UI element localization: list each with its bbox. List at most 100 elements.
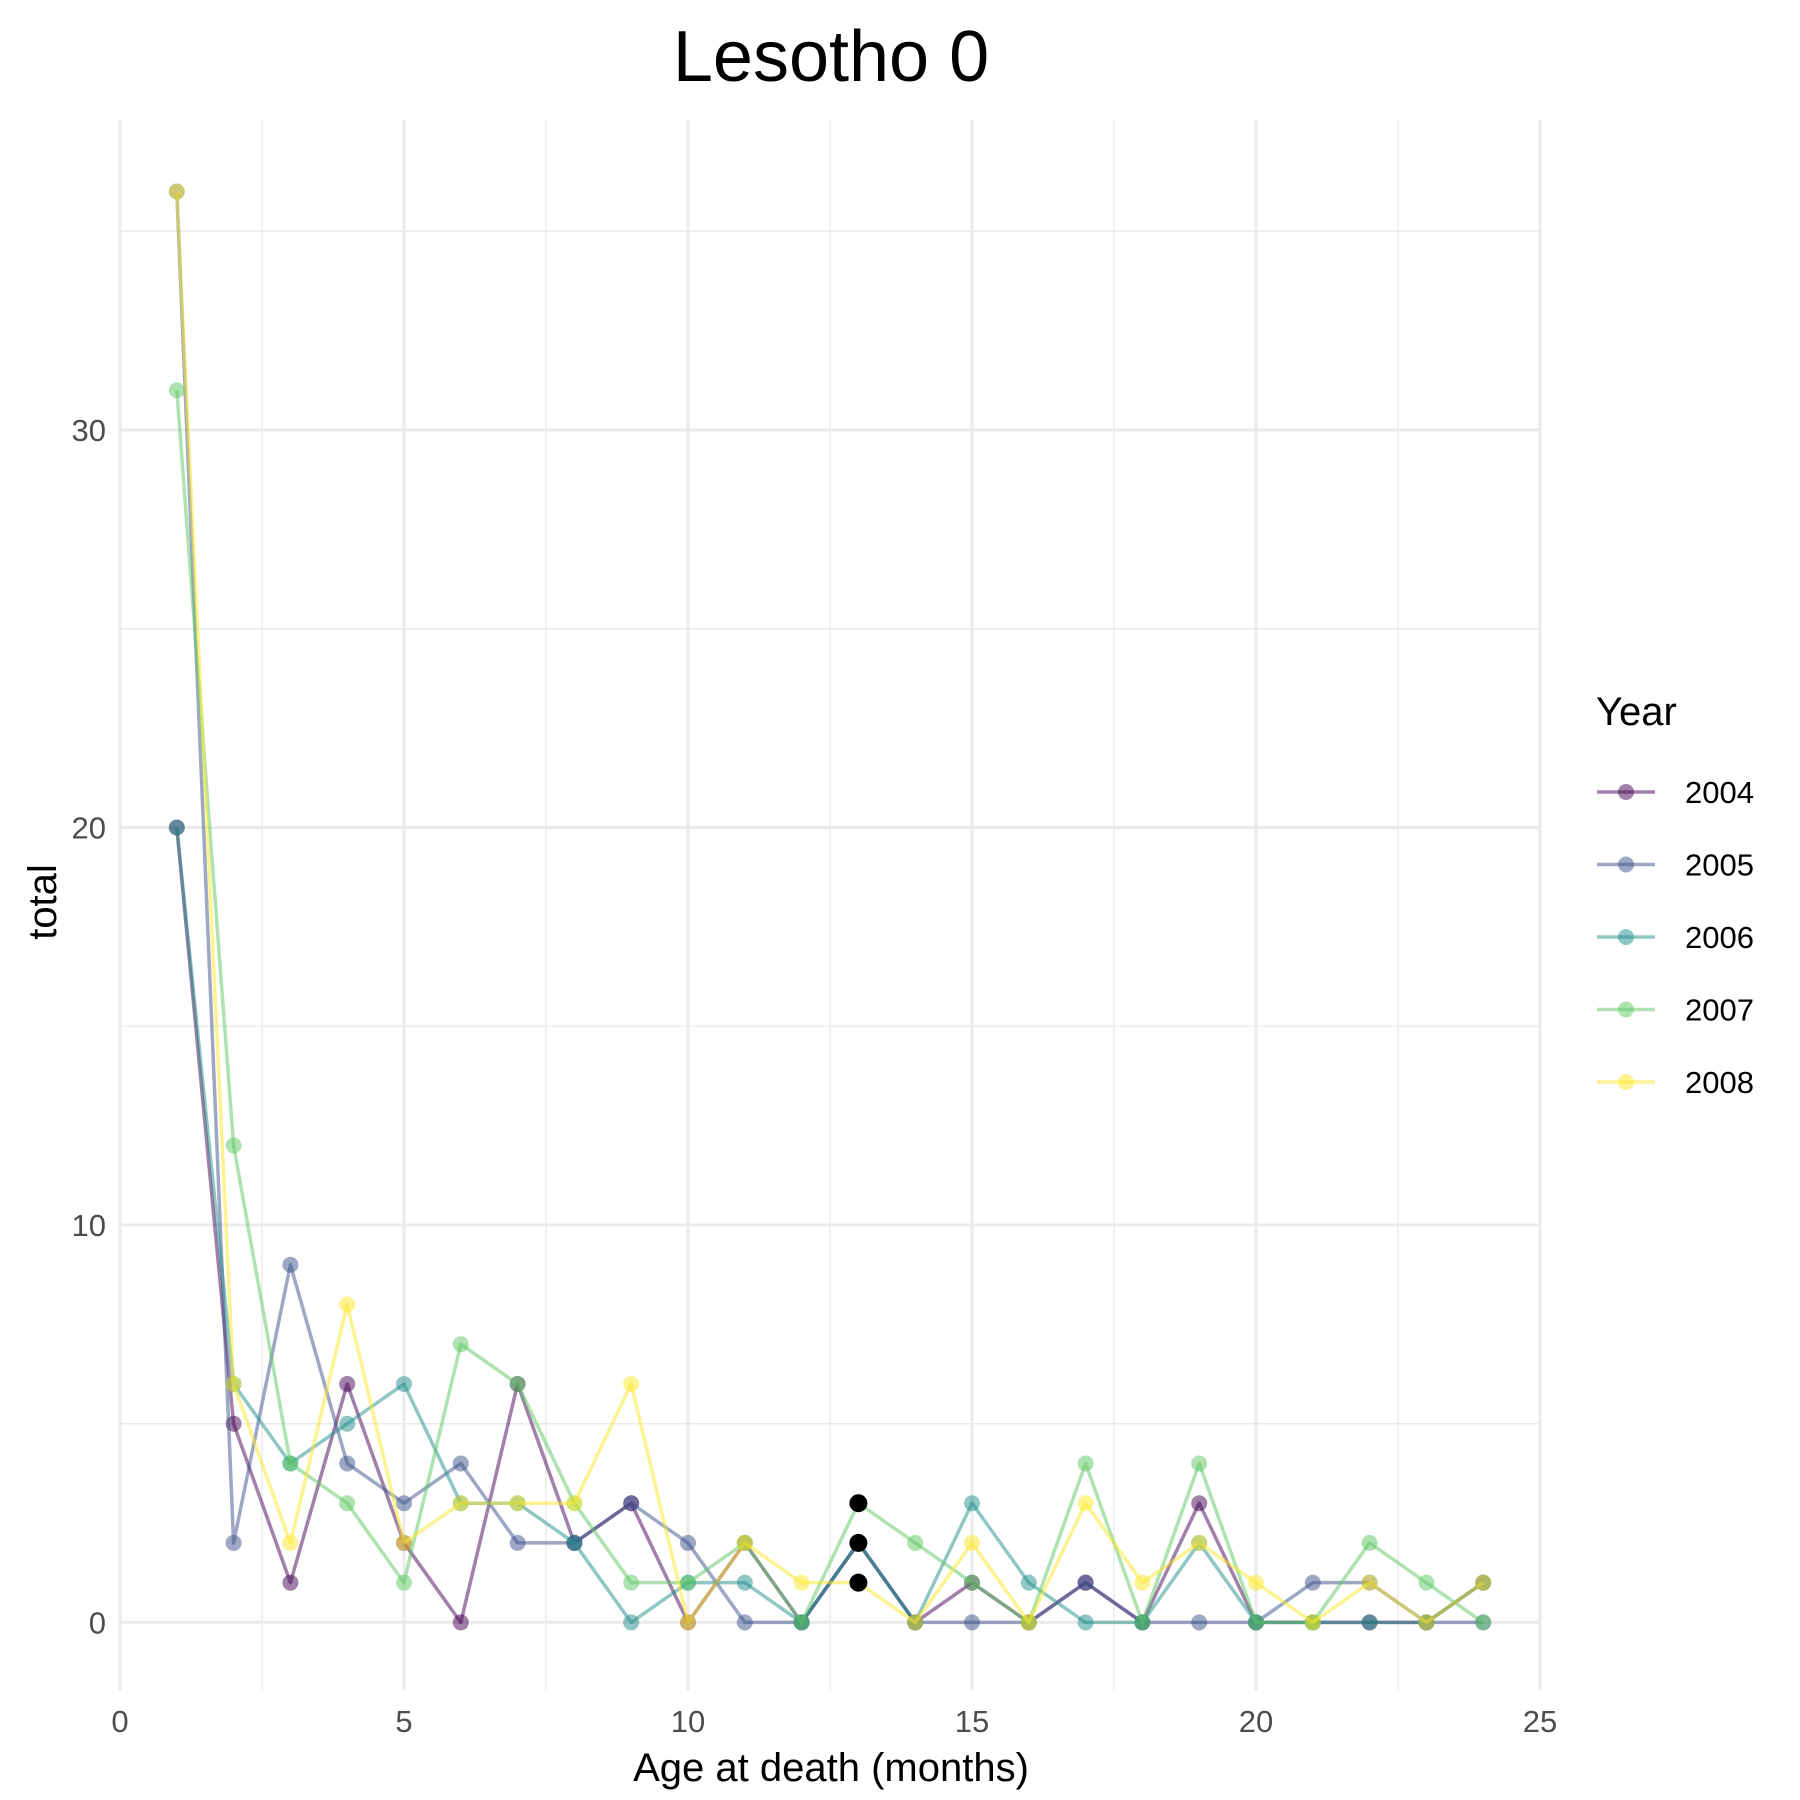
data-point [1134,1614,1151,1631]
data-point [509,1534,526,1551]
data-point [907,1534,924,1551]
data-point [793,1614,810,1631]
data-point [1020,1614,1037,1631]
data-point [623,1495,640,1512]
data-point [282,1256,299,1273]
data-point [339,1495,356,1512]
x-tick-label: 25 [1523,1704,1557,1739]
data-point [623,1375,640,1392]
legend-key-point [1618,1074,1634,1090]
highlight-point [849,1573,868,1592]
data-point [680,1574,696,1591]
series-line [175,390,1485,1625]
legend-label: 2008 [1685,1065,1754,1100]
data-point [907,1614,924,1631]
data-point [1361,1614,1378,1631]
data-point [1418,1574,1435,1591]
legend-label: 2006 [1685,920,1754,955]
y-axis-title: total [21,864,65,940]
data-point [964,1614,980,1631]
data-point [282,1574,299,1591]
y-tick-label: 10 [72,1208,106,1243]
data-point [623,1574,640,1591]
data-point [509,1375,526,1392]
data-point [339,1296,356,1313]
data-point [1418,1614,1435,1631]
data-point [339,1375,356,1392]
data-point [225,1137,242,1154]
data-point [1077,1574,1094,1591]
legend-key-point [1618,1001,1634,1018]
chart-title: Lesotho 0 [673,17,989,97]
x-tick-label: 10 [671,1704,705,1739]
data-point [964,1495,980,1512]
x-tick-label: 0 [111,1704,128,1739]
data-point [1191,1614,1208,1631]
y-tick-label: 30 [72,413,106,448]
data-point [452,1455,469,1472]
data-point [1134,1574,1151,1591]
legend-key-point [1618,784,1634,800]
data-point [1361,1534,1378,1551]
data-point [1020,1574,1037,1591]
data-point [509,1495,526,1512]
x-axis-title: Age at death (months) [633,1746,1029,1790]
data-point [1248,1614,1264,1631]
series-line [175,191,1485,1625]
data-point [1304,1574,1321,1591]
data-point [1191,1534,1208,1551]
data-point [623,1614,640,1631]
legend-item-2006: 2006 [1597,920,1754,955]
x-tick-label: 5 [395,1704,412,1739]
x-tick-label: 15 [955,1704,989,1739]
legend-label: 2005 [1685,848,1754,883]
data-point [680,1534,696,1551]
data-point [452,1336,469,1353]
data-point [1191,1455,1208,1472]
data-point [225,1375,242,1392]
data-point [396,1534,412,1551]
x-tick-label: 20 [1239,1704,1273,1739]
data-point [225,1534,242,1551]
data-point [1304,1614,1321,1631]
legend: Year 2004 2005 2006 2007 2008 [1596,690,1754,1100]
data-point [282,1534,299,1551]
legend-key-point [1618,929,1634,945]
grid [118,120,1542,1690]
data-point [964,1534,980,1551]
data-point [452,1614,469,1631]
data-point [1077,1614,1094,1631]
data-point [1248,1574,1264,1591]
highlight-point [849,1494,868,1513]
data-point [566,1534,583,1551]
legend-item-2004: 2004 [1597,775,1754,810]
data-point [736,1534,753,1551]
data-point [168,382,185,399]
legend-title: Year [1596,690,1677,734]
y-tick-label: 0 [89,1605,106,1640]
legend-label: 2007 [1685,993,1754,1028]
data-point [1475,1574,1492,1591]
data-point [339,1415,356,1432]
data-point [396,1495,412,1512]
legend-item-2008: 2008 [1597,1065,1754,1100]
legend-key-point [1618,856,1634,873]
data-point [396,1574,412,1591]
legend-item-2007: 2007 [1597,993,1754,1028]
data-point [964,1574,980,1591]
y-axis-ticks: 0 10 20 30 [72,413,106,1640]
data-point [168,183,185,200]
x-axis-ticks: 0 5 10 15 20 25 [111,1704,1557,1739]
data-point [1361,1574,1378,1591]
highlight-points [849,1494,868,1592]
data-point [736,1574,753,1591]
data-point [339,1455,356,1472]
data-point [793,1574,810,1591]
data-point [168,819,185,836]
data-point [566,1495,583,1512]
data-point [1475,1614,1492,1631]
data-point [452,1495,469,1512]
data-point [680,1614,696,1631]
data-point [396,1375,412,1392]
